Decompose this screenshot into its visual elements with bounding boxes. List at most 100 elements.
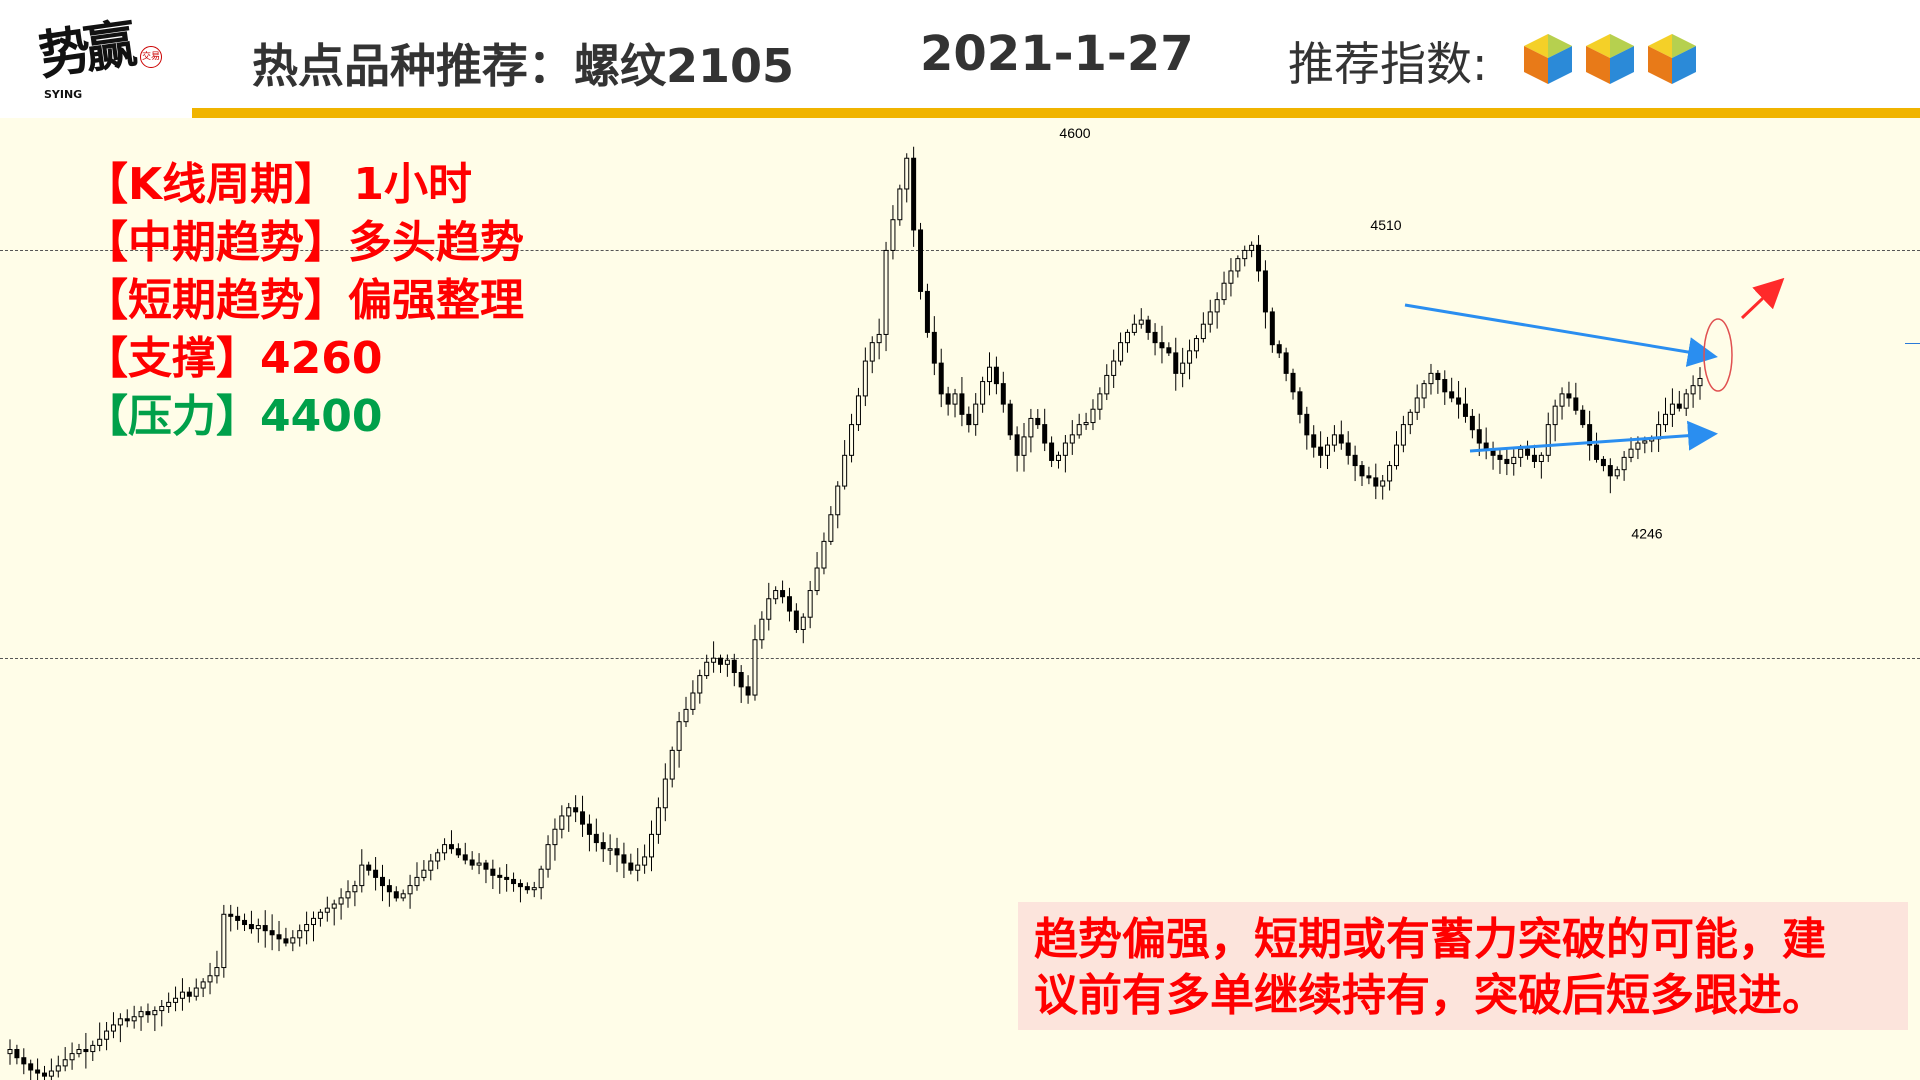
candle [1373,463,1379,500]
candle [1497,449,1503,474]
candle [490,859,496,890]
candle [179,978,185,1011]
candle [531,881,537,898]
candle [586,814,592,852]
support-level-line [0,658,1920,659]
cube-icon [1586,34,1634,84]
candle [283,927,289,947]
candle [1083,412,1089,430]
candle [1607,458,1613,494]
candle [835,481,841,529]
candle [559,805,565,839]
candle [752,624,758,701]
header-divider [192,108,1920,118]
candle [1428,363,1434,395]
candle [1614,466,1620,480]
candle [28,1059,34,1080]
candle [366,861,372,876]
candle [48,1058,54,1080]
candle [890,205,896,260]
candle [1297,387,1303,424]
candle [580,795,586,837]
candle [1359,460,1365,487]
candle [607,834,613,865]
candle [1380,474,1386,500]
candle [1421,380,1427,409]
candle [738,665,744,703]
candle [14,1044,20,1065]
candle [462,842,468,865]
candle [138,1006,144,1031]
candle [918,222,924,300]
candle [745,675,751,704]
candle [317,909,323,927]
candle [1276,340,1282,359]
candle [1042,408,1048,452]
candle [600,832,606,862]
candle [379,864,385,902]
candle [1228,258,1234,297]
candle [573,795,579,823]
candle [414,862,420,891]
price-marker [1905,343,1920,344]
candle [904,153,910,203]
candle [759,611,765,649]
candle [593,818,599,852]
candle [1511,449,1517,476]
candle [1594,432,1600,463]
candle [683,696,689,727]
candle [724,654,730,677]
candle [1504,448,1510,476]
candle [952,388,958,418]
candle [1304,406,1310,450]
candle [821,532,827,575]
upper-trend-line [1404,303,1718,367]
candle [1366,466,1372,485]
candle [1690,375,1696,408]
candle [255,918,261,943]
candle [1683,388,1689,416]
candle [1352,445,1358,482]
info-mid-trend: 【中期趋势】多头趋势 [84,217,524,268]
candle [807,580,813,629]
cube-icon [1524,34,1572,84]
candle [1235,255,1241,278]
candle [945,386,951,416]
candle [1393,431,1399,470]
candle [35,1058,41,1080]
candle [221,904,227,978]
candle [780,580,786,604]
candle [435,848,441,870]
candle [324,896,330,922]
candle [1400,415,1406,453]
candle [421,860,427,882]
candle [1138,308,1144,329]
candle [1580,405,1586,428]
candle [1193,335,1199,359]
candle [21,1048,27,1075]
candle [1469,409,1475,439]
info-period: 【K线周期】 1小时 [84,159,473,210]
candle [97,1022,103,1052]
candle [966,406,972,433]
candle [704,654,710,679]
candle [193,978,199,1001]
candle [497,867,503,894]
candle [297,924,303,947]
candle [1442,370,1448,405]
candle [117,1013,123,1043]
candle [552,818,558,861]
price-annotation: 4246 [1631,526,1662,542]
logo: 势赢 交易 SYING [30,8,170,118]
candle [876,318,882,360]
candle [248,910,254,934]
lower-trend-line [1469,420,1718,453]
candle [483,859,489,884]
candle [690,680,696,715]
candle [1131,314,1137,336]
candle [145,1003,151,1023]
candle [959,377,965,427]
candle [1145,315,1151,340]
candle [1656,411,1662,452]
candle [214,950,220,984]
